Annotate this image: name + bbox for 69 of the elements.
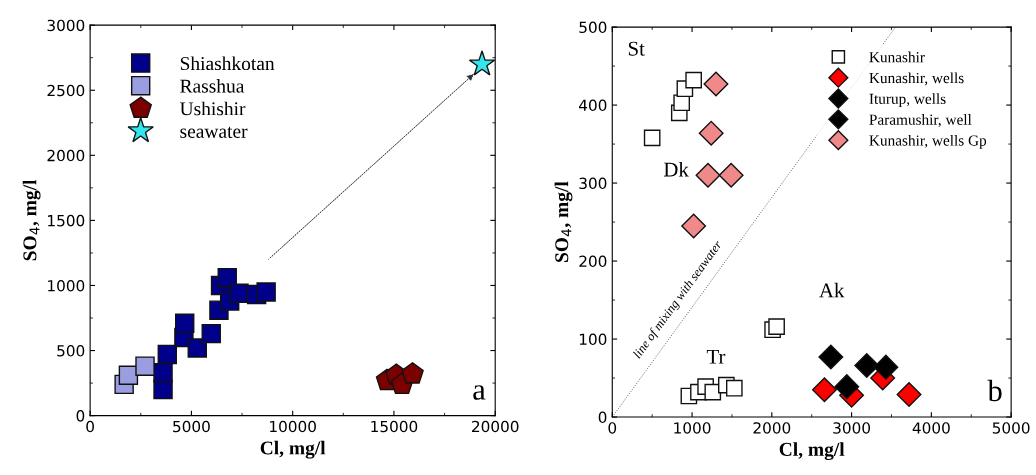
y-tick-label: 200 — [579, 255, 607, 268]
point — [873, 354, 899, 380]
annotation: a — [473, 385, 486, 400]
point — [725, 379, 743, 397]
legend-label: Kunashir — [869, 51, 925, 63]
point — [695, 162, 721, 188]
y-tick-label: 2000 — [47, 149, 85, 162]
point — [718, 162, 744, 188]
annotation: Ak — [819, 282, 845, 298]
y-tick-label: 500 — [57, 345, 85, 357]
point — [153, 362, 173, 383]
x-tick-label: 4000 — [912, 422, 950, 434]
point — [834, 374, 860, 400]
x-tick-label: 0 — [608, 422, 617, 434]
y-tick-label: 1000 — [48, 279, 85, 292]
y-tick-label: 400 — [579, 99, 607, 112]
x-tick-label: 15000 — [371, 420, 418, 433]
y-tick-label: 0 — [598, 411, 607, 424]
y-tick-label: 1500 — [48, 214, 85, 227]
point — [187, 338, 207, 358]
annotation: b — [987, 379, 1002, 402]
legend-label: Kunashir, wells — [869, 72, 964, 86]
y-tick-label: 100 — [579, 333, 607, 346]
annotation: Tr — [706, 349, 726, 364]
legend-label: Shiashkotan — [180, 56, 275, 71]
point — [681, 213, 707, 239]
point — [818, 344, 844, 370]
x-tick-label: 10000 — [270, 420, 316, 433]
legend-label: Ushishir — [179, 101, 246, 116]
x-tick-label: 20000 — [472, 420, 519, 433]
point — [174, 313, 195, 333]
x-axis-title: Cl, mg/l — [260, 440, 326, 459]
x-tick-label: 1000 — [674, 422, 711, 434]
point — [157, 344, 178, 365]
point — [135, 356, 155, 376]
y-axis-title: SO$_{4}$, mg/l — [554, 181, 573, 262]
point — [201, 323, 221, 344]
x-tick-label: 5000 — [173, 420, 210, 433]
y-tick-label: 0 — [76, 410, 85, 422]
legend-label: Kunashir, wells Gp — [869, 134, 987, 149]
point — [811, 377, 837, 403]
y-tick-label: 2500 — [47, 84, 85, 97]
annotation: St — [628, 41, 645, 56]
point — [768, 318, 785, 335]
y-axis-title: SO$_{4}$, mg/l — [22, 179, 41, 261]
x-tick-label: 2000 — [753, 422, 791, 434]
point — [401, 362, 424, 384]
point — [703, 71, 729, 97]
point — [685, 71, 702, 89]
point — [468, 50, 496, 76]
point — [256, 282, 276, 302]
legend-label: Iturup, wells — [869, 93, 946, 108]
point — [217, 267, 237, 288]
y-tick-label: 300 — [579, 177, 607, 190]
annotation: Dk — [663, 161, 689, 177]
point — [229, 283, 249, 304]
x-tick-label: 5000 — [992, 422, 1030, 434]
point — [698, 120, 724, 146]
point — [854, 353, 880, 379]
x-tick-label: 3000 — [833, 422, 871, 434]
x-axis-title: Cl, mg/l — [779, 442, 845, 461]
legend-label: Paramushir, well — [869, 114, 972, 128]
x-tick-label: 0 — [86, 420, 94, 433]
y-tick-label: 3000 — [47, 19, 85, 32]
y-tick-label: 500 — [579, 21, 607, 34]
point — [896, 381, 922, 407]
legend-label: seawater — [180, 126, 248, 138]
point — [643, 129, 661, 147]
legend-label: Rasshua — [180, 79, 245, 93]
